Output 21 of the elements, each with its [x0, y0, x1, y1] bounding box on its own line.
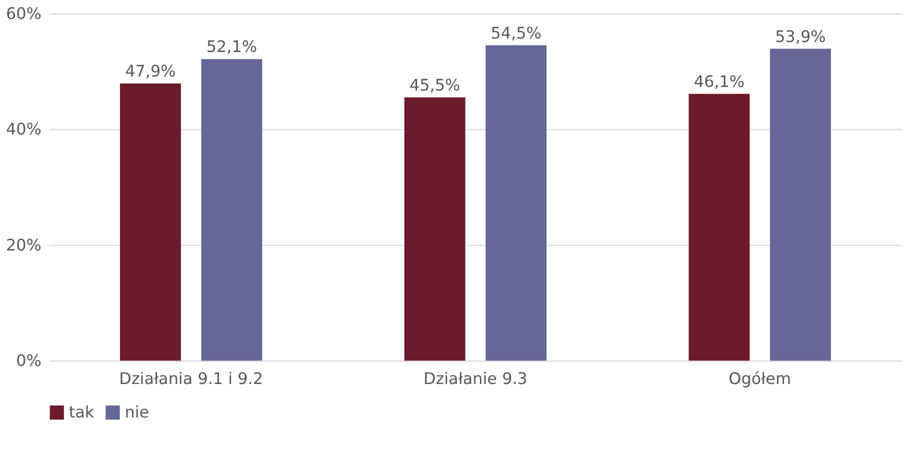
bar	[404, 97, 466, 361]
data-label: 54,5%	[490, 23, 542, 42]
bar	[770, 48, 831, 361]
bar	[486, 45, 547, 361]
x-tick-label: Działania 9.1 i 9.2	[119, 369, 264, 388]
data-label: 45,5%	[409, 75, 460, 94]
legend-label: tak	[68, 402, 95, 422]
bar	[201, 59, 262, 361]
data-label: 53,9%	[775, 26, 826, 46]
y-tick-label: 0%	[16, 351, 42, 370]
y-tick-label: 40%	[6, 120, 42, 139]
legend-label: nie	[124, 402, 150, 422]
data-label: 47,9%	[125, 61, 176, 80]
y-tick-label: 20%	[6, 235, 42, 254]
data-label: 46,1%	[694, 72, 745, 91]
x-tick-label: Działanie 9.3	[423, 369, 528, 388]
bar	[688, 94, 750, 361]
data-label: 52,1%	[206, 37, 258, 56]
y-tick-label: 60%	[6, 4, 42, 23]
bar	[120, 83, 181, 361]
x-tick-label: Ogółem	[728, 369, 791, 388]
